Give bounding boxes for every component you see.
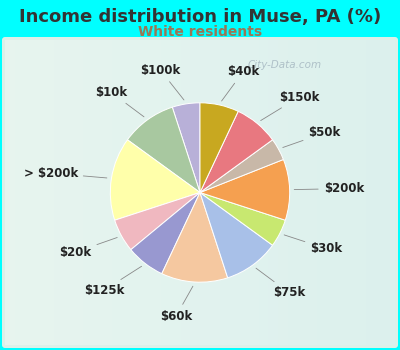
Wedge shape	[200, 103, 238, 192]
Bar	[112, 40, 122, 345]
Bar	[102, 40, 112, 345]
Bar	[161, 40, 171, 345]
Bar	[5, 40, 15, 345]
Wedge shape	[110, 140, 200, 220]
Wedge shape	[200, 140, 283, 192]
Wedge shape	[172, 103, 200, 192]
Bar	[122, 40, 132, 345]
Bar	[142, 40, 151, 345]
Bar	[54, 40, 64, 345]
Bar	[15, 40, 24, 345]
Text: $60k: $60k	[160, 286, 193, 322]
Bar	[190, 40, 200, 345]
Bar	[239, 40, 249, 345]
Bar	[220, 40, 229, 345]
Bar	[268, 40, 278, 345]
Bar	[288, 40, 298, 345]
Bar	[73, 40, 83, 345]
Wedge shape	[200, 111, 272, 192]
Bar	[171, 40, 180, 345]
Bar	[336, 40, 346, 345]
Bar	[366, 40, 376, 345]
Text: > $200k: > $200k	[24, 167, 107, 180]
Bar	[258, 40, 268, 345]
Wedge shape	[131, 193, 200, 274]
Bar	[249, 40, 258, 345]
Bar	[151, 40, 161, 345]
Text: $10k: $10k	[95, 86, 144, 117]
Bar	[64, 40, 73, 345]
Bar	[83, 40, 93, 345]
Wedge shape	[200, 160, 290, 220]
Text: $50k: $50k	[283, 126, 341, 147]
Wedge shape	[128, 107, 200, 192]
Bar	[210, 40, 220, 345]
Wedge shape	[162, 193, 228, 282]
Bar	[327, 40, 336, 345]
Text: $40k: $40k	[222, 65, 259, 101]
Text: $100k: $100k	[140, 64, 184, 100]
Bar	[376, 40, 385, 345]
Text: City-Data.com: City-Data.com	[248, 60, 322, 70]
Text: $125k: $125k	[84, 266, 142, 297]
Text: $30k: $30k	[284, 235, 342, 255]
Text: $150k: $150k	[261, 91, 319, 120]
Bar	[346, 40, 356, 345]
FancyBboxPatch shape	[2, 37, 398, 348]
Bar	[356, 40, 366, 345]
Text: $20k: $20k	[60, 238, 117, 259]
Bar	[24, 40, 34, 345]
Bar	[34, 40, 44, 345]
Wedge shape	[115, 193, 200, 250]
Text: Income distribution in Muse, PA (%): Income distribution in Muse, PA (%)	[19, 8, 381, 26]
Text: White residents: White residents	[138, 25, 262, 39]
Bar	[385, 40, 395, 345]
Bar	[317, 40, 327, 345]
Bar	[180, 40, 190, 345]
Bar	[298, 40, 307, 345]
Wedge shape	[200, 193, 285, 245]
Bar	[93, 40, 102, 345]
Text: $200k: $200k	[294, 182, 364, 195]
Bar	[229, 40, 239, 345]
Bar	[200, 40, 210, 345]
Bar	[278, 40, 288, 345]
Bar	[132, 40, 142, 345]
Bar	[44, 40, 54, 345]
Bar	[307, 40, 317, 345]
Wedge shape	[200, 193, 272, 278]
Text: $75k: $75k	[256, 268, 305, 299]
